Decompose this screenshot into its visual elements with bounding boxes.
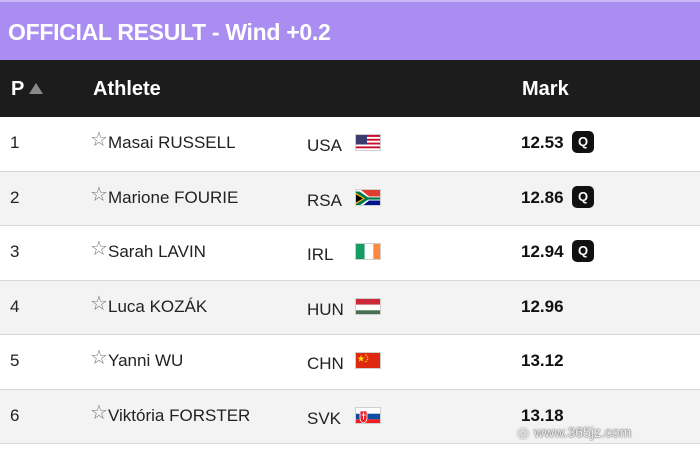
country-code: RSA [307,190,342,210]
athlete-name[interactable]: Marione FOURIE [108,187,239,207]
mark-value: 13.12 [521,351,564,370]
country-code: IRL [307,245,334,264]
table-header: P Athlete Mark [0,60,700,117]
watermark-icon: ◎ [517,424,530,440]
rank: 5 [10,351,20,370]
result-banner: OFFICIAL RESULT - Wind +0.2 [0,0,700,60]
table-row[interactable]: 1 ☆ Masai RUSSELL USA 12.53 Q [0,117,700,172]
athlete-name[interactable]: Masai RUSSELL [108,133,236,152]
mark-value: 12.96 [521,296,564,316]
star-favorite-icon[interactable]: ☆ [90,238,108,260]
results-table-body: 1 ☆ Masai RUSSELL USA 12.53 Q 2 ☆ Marion… [0,117,700,444]
rank: 2 [10,187,20,207]
star-favorite-icon[interactable]: ☆ [90,183,108,206]
mark-value: 12.86 [521,187,564,207]
country-code: SVK [307,408,342,428]
table-row[interactable]: 4 ☆ Luca KOZÁK HUN 12.96 [0,280,700,335]
qualified-badge: Q [572,185,594,208]
flag-hun-icon [355,297,381,315]
country-code: USA [307,136,342,155]
flag-chn-icon [355,352,381,369]
mark-value: 12.94 [521,242,564,261]
rank: 4 [10,296,20,316]
star-favorite-icon[interactable]: ☆ [90,401,108,424]
flag-svk-icon [355,406,381,424]
header-position[interactable]: P [11,78,25,100]
flag-irl-icon [355,243,381,260]
rank: 6 [10,405,20,425]
table-row[interactable]: 3 ☆ Sarah LAVIN IRL 12.94 Q [0,226,700,281]
athlete-name[interactable]: Yanni WU [108,351,184,370]
header-athlete[interactable]: Athlete [93,78,161,100]
mark-value: 13.18 [521,405,564,425]
result-title: OFFICIAL RESULT - Wind +0.2 [8,19,331,45]
table-row[interactable]: 6 ☆ Viktória FORSTER SVK 13.18 [0,389,700,444]
flag-rsa-icon [355,188,381,206]
athlete-name[interactable]: Luca KOZÁK [108,296,208,316]
watermark: www.365jz.com [534,424,632,440]
star-favorite-icon[interactable]: ☆ [90,347,108,369]
mark-value: 12.53 [521,133,564,152]
qualified-badge: Q [572,240,594,262]
star-favorite-icon[interactable]: ☆ [90,292,108,315]
table-row[interactable]: 5 ☆ Yanni WU CHN 13.12 [0,335,700,390]
rank: 3 [10,242,20,261]
qualified-badge: Q [572,131,594,153]
athlete-name[interactable]: Viktória FORSTER [108,405,251,425]
country-code: CHN [307,354,344,373]
rank: 1 [10,133,20,152]
sort-ascending-icon[interactable] [29,83,43,94]
header-mark[interactable]: Mark [522,78,569,100]
table-row[interactable]: 2 ☆ Marione FOURIE RSA 12.86 Q [0,171,700,226]
country-code: HUN [307,299,344,319]
flag-usa-icon [355,134,381,151]
star-favorite-icon[interactable]: ☆ [90,129,108,151]
athlete-name[interactable]: Sarah LAVIN [108,242,206,261]
